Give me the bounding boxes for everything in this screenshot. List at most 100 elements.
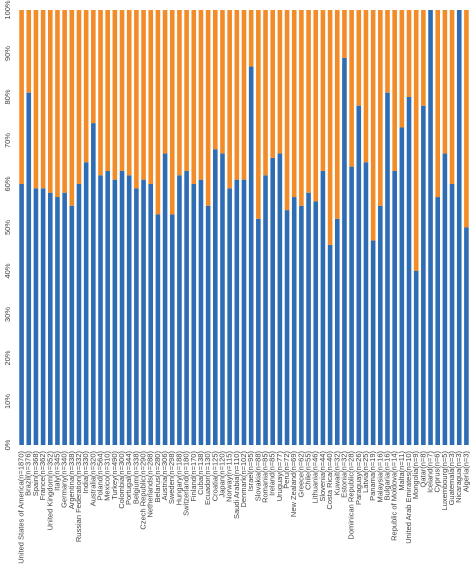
bar-segment <box>19 184 24 445</box>
y-tick-label: 100% <box>3 0 12 20</box>
bar-segment <box>162 153 168 446</box>
bar-segment <box>263 10 268 176</box>
x-tick-label: Sweden(n=298) <box>167 451 176 505</box>
bar-segment <box>134 188 139 445</box>
x-tick-label: Argentina(n=338) <box>67 451 76 510</box>
x-tick-label: Chile(n=55) <box>304 451 313 490</box>
bar-segment <box>435 10 441 198</box>
bar-segment <box>26 92 32 446</box>
y-tick-label: 70% <box>3 133 12 148</box>
x-tick-label: Panama(n=19) <box>368 451 377 501</box>
bar-segment <box>270 10 275 158</box>
y-tick-label: 60% <box>3 176 12 191</box>
bar-segment <box>263 175 268 446</box>
x-tick-label: Finland(n=170) <box>189 451 198 502</box>
bar-segment <box>62 192 67 445</box>
bar-segment <box>385 92 390 446</box>
bar-segment <box>370 10 376 241</box>
y-tick-label: 40% <box>3 263 12 278</box>
y-tick-label: 50% <box>3 220 12 235</box>
bar-segment <box>327 10 333 245</box>
bar-segment <box>363 162 369 445</box>
x-tick-label: Uruguay(n=77) <box>275 451 284 502</box>
bar-segment <box>191 184 197 445</box>
bar-segment <box>385 10 390 93</box>
bar-segment <box>299 10 304 206</box>
bar-segment <box>413 10 419 271</box>
x-tick-label: Poland(n=564) <box>95 451 104 501</box>
bar-segment <box>220 153 225 446</box>
bar-segment <box>421 10 426 106</box>
bar-segment <box>220 10 225 154</box>
x-tick-label: Mexico(n=310) <box>103 451 112 501</box>
bar-segment <box>370 240 376 445</box>
x-tick-label: Kuwait(n=32) <box>332 451 341 496</box>
x-tick-label: Austria(n=306) <box>160 451 169 501</box>
x-tick-label: Latvia(n=25) <box>361 451 370 493</box>
y-tick-label: 0% <box>3 439 12 450</box>
bar-segment <box>291 197 297 445</box>
bar-segment <box>234 10 240 180</box>
bar-segment <box>291 10 297 198</box>
x-tick-label: Saudi Arabia(n=110) <box>232 451 241 520</box>
bar-segment <box>320 10 326 171</box>
bar-segment <box>464 227 469 445</box>
bar-segment <box>227 10 232 189</box>
bar-segment <box>227 188 232 445</box>
x-tick-label: United Arab Emirates(n=10) <box>404 451 413 544</box>
bar-segment <box>248 10 254 67</box>
bar-segment <box>435 197 441 445</box>
bar-segment <box>33 10 39 189</box>
x-tick-label: Algeria(n=3) <box>461 451 470 493</box>
bar-segment <box>256 10 261 219</box>
bar-segment <box>442 10 448 154</box>
x-tick-label: Russian Federation(n=332) <box>74 451 83 543</box>
bar-segment <box>162 10 168 154</box>
bar-segment <box>119 170 125 445</box>
bar-segment <box>313 201 319 445</box>
bar-segment <box>155 214 161 445</box>
bar-segment <box>69 10 75 206</box>
bar-segment <box>119 10 125 171</box>
bar-segment <box>198 10 204 180</box>
bar-segment <box>62 10 67 193</box>
bar-segment <box>177 10 182 176</box>
bar-segment <box>428 10 433 445</box>
bar-segment <box>449 10 455 184</box>
bar-segment <box>141 10 146 180</box>
x-tick-label: Israel(n=95) <box>246 451 255 492</box>
bar-segment <box>83 10 89 163</box>
bar-segment <box>277 153 283 446</box>
bar-segment <box>392 170 397 445</box>
bar-segment <box>464 10 469 228</box>
x-tick-label: Guatemala(n=3) <box>447 450 456 505</box>
x-tick-label: Czech Republic(n=290) <box>139 451 148 530</box>
x-tick-label: Greece(n=62) <box>296 450 305 497</box>
bar-segment <box>83 162 89 445</box>
x-tick-label: Spain(n=368) <box>31 451 40 497</box>
bar-segment <box>342 57 347 445</box>
bar-segment <box>270 157 275 445</box>
bar-segment <box>55 10 60 198</box>
bar-segment <box>47 10 53 193</box>
x-tick-label: Ecuador(n=130) <box>203 451 212 505</box>
bar-segment <box>112 10 118 180</box>
bar-segment <box>378 205 383 445</box>
bar-segment <box>112 179 118 445</box>
bar-segment <box>19 10 24 184</box>
bar-segment <box>399 127 405 445</box>
bar-segment <box>392 10 397 171</box>
bar-segment <box>241 10 247 180</box>
bar-segment <box>356 105 362 445</box>
x-tick-label: Denmark(n=102) <box>239 450 248 507</box>
bar-segment <box>191 10 197 184</box>
bar-segment <box>141 179 146 445</box>
x-tick-label: India(n=330) <box>81 451 90 494</box>
bar-segment <box>256 218 261 445</box>
bar-segment <box>47 192 53 445</box>
bar-segment <box>148 184 154 445</box>
bar-segment <box>98 10 103 176</box>
bar-segment <box>69 205 75 445</box>
